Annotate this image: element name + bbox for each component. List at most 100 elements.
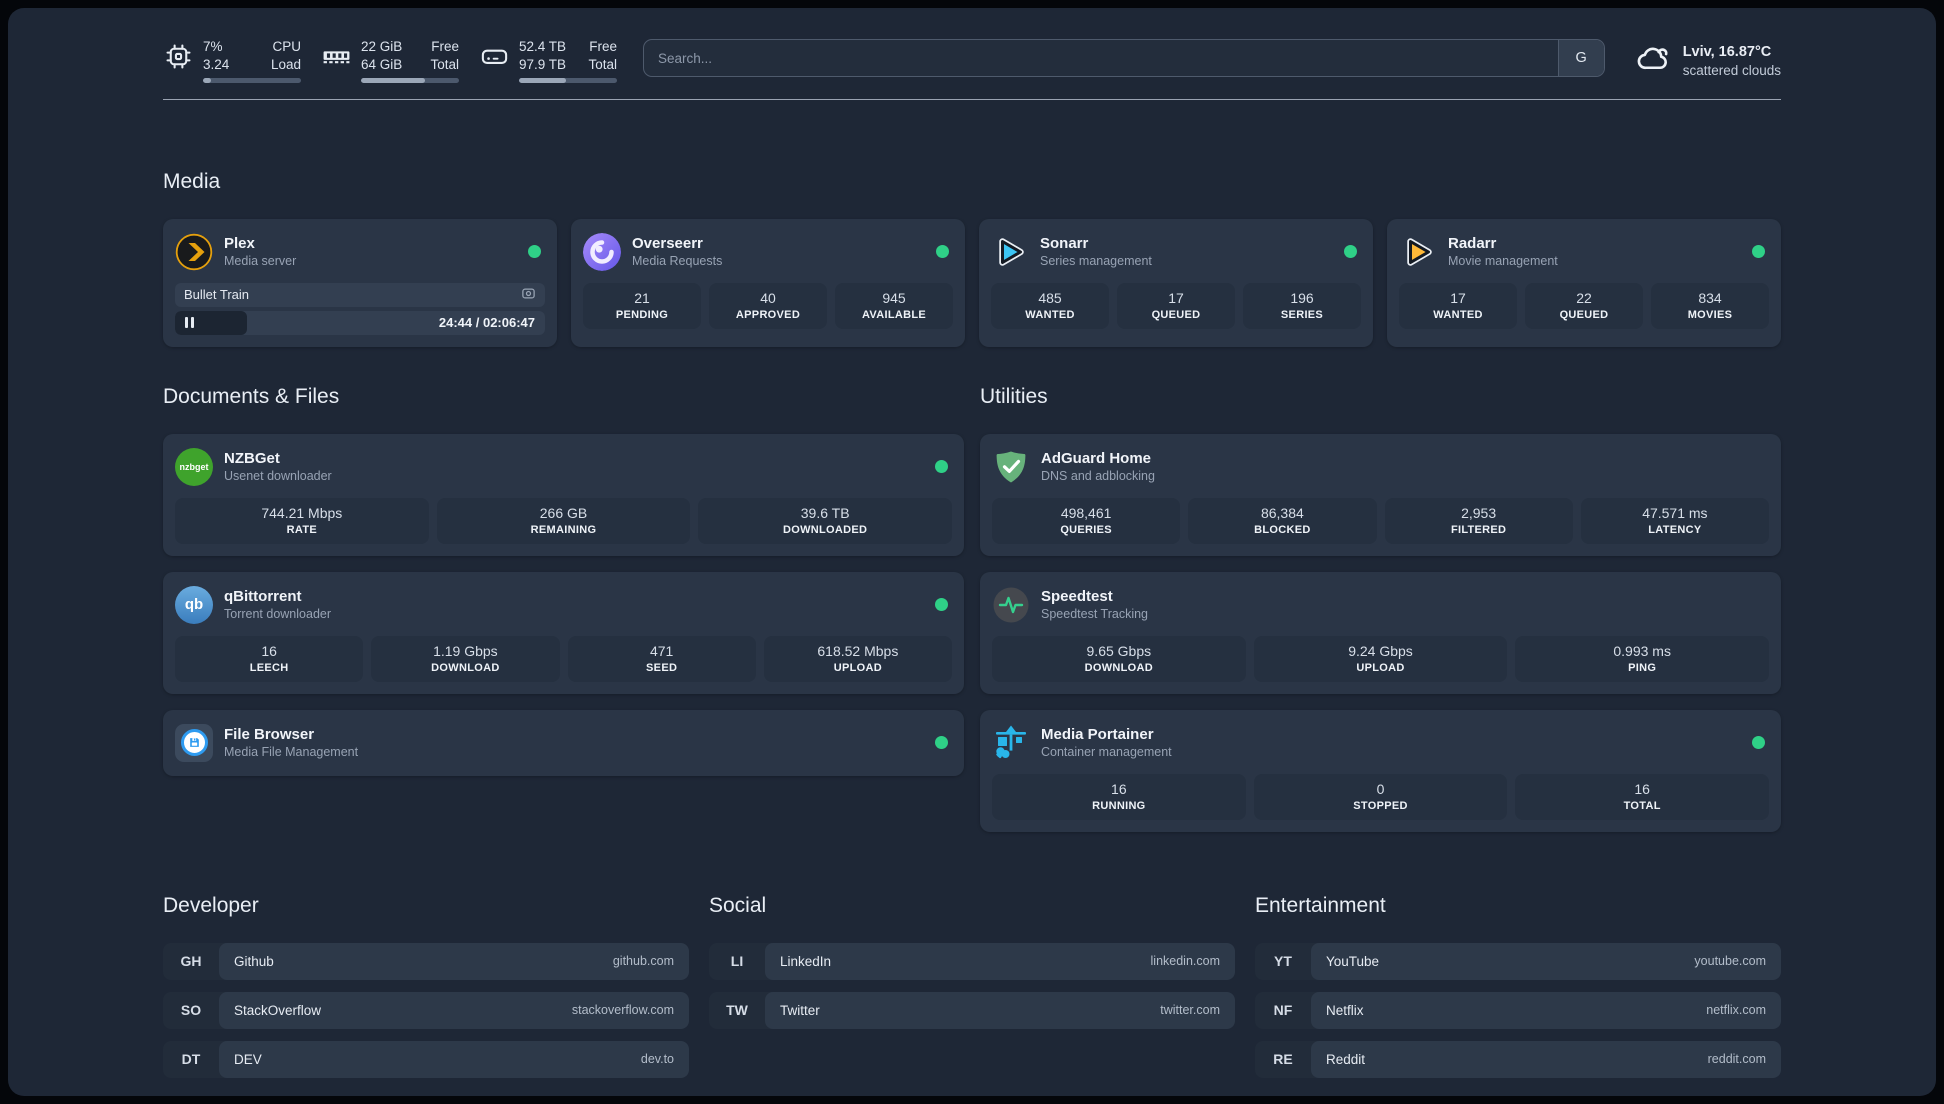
memory-free-label: Free (431, 39, 459, 54)
bookmark-url: stackoverflow.com (571, 1003, 674, 1018)
card-desc: Media server (224, 254, 297, 269)
adguard-icon (992, 448, 1030, 486)
status-dot (935, 598, 948, 612)
stat-queued: 22 QUEUED (1525, 282, 1643, 329)
portainer-card[interactable]: Media Portainer Container management 16 … (980, 709, 1781, 832)
bookmark-netflix[interactable]: NF Netflix netflix.com (1255, 991, 1781, 1029)
stat-label: APPROVED (735, 308, 801, 321)
disk-labels: Free Total (588, 38, 617, 74)
overseerr-card[interactable]: Overseerr Media Requests 21 PENDING 40 A… (571, 218, 965, 347)
card-title: Overseerr (632, 235, 703, 253)
stat-value: 945 (882, 289, 906, 306)
stat-available: 945 AVAILABLE (835, 282, 953, 329)
bookmark-name: LinkedIn (780, 953, 832, 969)
weather-condition: scattered clouds (1682, 63, 1781, 78)
status-dot (1752, 245, 1765, 259)
stat-ping: 0.993 ms PING (1515, 635, 1769, 682)
now-playing-row: Bullet Train (175, 282, 545, 307)
cpu-values: 7% 3.24 (203, 38, 229, 74)
bookmark-name: DEV (234, 1051, 262, 1067)
stat-label: LATENCY (1648, 523, 1702, 536)
radarr-card[interactable]: Radarr Movie management 17 WANTED 22 QUE… (1387, 218, 1781, 347)
plex-card[interactable]: Plex Media server Bullet Train (163, 218, 557, 347)
stat-label: UPLOAD (833, 661, 882, 674)
search-input[interactable] (644, 40, 1558, 76)
bookmark-twitter[interactable]: TW Twitter twitter.com (709, 991, 1235, 1029)
stat-label: DOWNLOAD (431, 661, 500, 674)
pause-icon (185, 317, 194, 329)
bookmark-url: github.com (612, 954, 674, 969)
card-desc: Speedtest Tracking (1041, 607, 1149, 622)
stat-label: MOVIES (1687, 308, 1733, 321)
stat-label: LEECH (249, 661, 289, 674)
qbittorrent-icon: qb (175, 585, 213, 624)
stat-latency: 47.571 ms LATENCY (1580, 497, 1769, 544)
cpu-usage-fill (203, 77, 211, 83)
stat-stopped: 0 STOPPED (1253, 773, 1508, 820)
bookmark-github[interactable]: GH Github github.com (163, 942, 689, 980)
adguard-card[interactable]: AdGuard Home DNS and adblocking 498,461 … (980, 433, 1781, 556)
stat-label: DOWNLOAD (1084, 661, 1154, 674)
bookmark-reddit[interactable]: RE Reddit reddit.com (1255, 1040, 1781, 1078)
topbar: 7% 3.24 CPU Load (163, 38, 1781, 83)
stat-value: 498,461 (1060, 504, 1112, 521)
stat-value: 16 (1634, 780, 1650, 797)
media-section: Media Plex Media server (163, 170, 1781, 347)
sonarr-card[interactable]: Sonarr Series management 485 WANTED 17 Q… (979, 218, 1373, 347)
plex-icon (175, 233, 213, 271)
status-dot (935, 460, 948, 474)
memory-free-value: 22 GiB (361, 39, 403, 54)
search-bar[interactable]: G (643, 39, 1605, 77)
speedtest-card[interactable]: Speedtest Speedtest Tracking 9.65 Gbps D… (980, 571, 1781, 694)
stat-label: STOPPED (1353, 799, 1408, 812)
documents-column: Documents & Files nzbget NZBGet Usenet d… (163, 385, 964, 848)
dashboard-page: 7% 3.24 CPU Load (8, 8, 1936, 1096)
bookmark-name: YouTube (1326, 953, 1380, 969)
sonarr-icon (991, 233, 1029, 271)
stat-label: RATE (286, 523, 317, 536)
stat-label: WANTED (1025, 308, 1075, 321)
cpu-load-value: 3.24 (203, 56, 230, 72)
stat-label: DOWNLOADED (783, 523, 868, 536)
playback-time: 24:44 / 02:06:47 (438, 314, 535, 330)
qbittorrent-card[interactable]: qb qBittorrent Torrent downloader 16 LEE… (163, 571, 964, 694)
memory-total-value: 64 GiB (361, 56, 403, 72)
documents-heading: Documents & Files (163, 384, 340, 408)
memory-values: 22 GiB 64 GiB (361, 38, 402, 74)
bookmark-linkedin[interactable]: LI LinkedIn linkedin.com (709, 942, 1235, 980)
stat-running: 16 RUNNING (992, 773, 1246, 820)
card-title: Media Portainer (1041, 726, 1154, 744)
stat-series: 196 SERIES (1243, 282, 1361, 329)
filebrowser-card[interactable]: File Browser Media File Management (163, 709, 964, 776)
bookmark-youtube[interactable]: YT YouTube youtube.com (1255, 942, 1781, 980)
card-desc: Series management (1040, 254, 1152, 269)
weather-location: Lviv, 16.87°C (1682, 44, 1772, 60)
cloud-icon (1635, 40, 1672, 82)
stat-value: 17 (1450, 289, 1466, 306)
card-title: AdGuard Home (1041, 450, 1152, 468)
disk-total-value: 97.9 TB (519, 56, 567, 72)
card-title: File Browser (224, 726, 315, 744)
stat-label: PENDING (615, 308, 669, 321)
stat-download: 1.19 Gbps DOWNLOAD (371, 635, 560, 682)
stat-value: 9.24 Gbps (1348, 642, 1413, 659)
status-dot (1752, 736, 1765, 750)
entertainment-heading: Entertainment (1255, 893, 1386, 917)
bookmark-url: dev.to (640, 1052, 674, 1067)
stat-movies: 834 MOVIES (1651, 282, 1769, 329)
bookmark-name: Reddit (1326, 1051, 1366, 1067)
bookmark-stackoverflow[interactable]: SO StackOverflow stackoverflow.com (163, 991, 689, 1029)
stat-value: 17 (1168, 289, 1184, 306)
stat-value: 196 (1290, 289, 1314, 306)
search-provider-button[interactable]: G (1557, 40, 1604, 76)
bookmark-abbr: NF (1273, 1002, 1293, 1019)
bookmark-name: Netflix (1326, 1002, 1364, 1018)
card-title: Radarr (1448, 235, 1497, 253)
stat-queries: 498,461 QUERIES (992, 497, 1181, 544)
header-divider (163, 98, 1781, 100)
nzbget-card[interactable]: nzbget NZBGet Usenet downloader 744.21 M… (163, 433, 964, 556)
ram-icon (321, 41, 352, 77)
bookmark-name: Github (234, 953, 274, 969)
bookmark-dev[interactable]: DT DEV dev.to (163, 1040, 689, 1078)
social-heading: Social (709, 893, 767, 917)
